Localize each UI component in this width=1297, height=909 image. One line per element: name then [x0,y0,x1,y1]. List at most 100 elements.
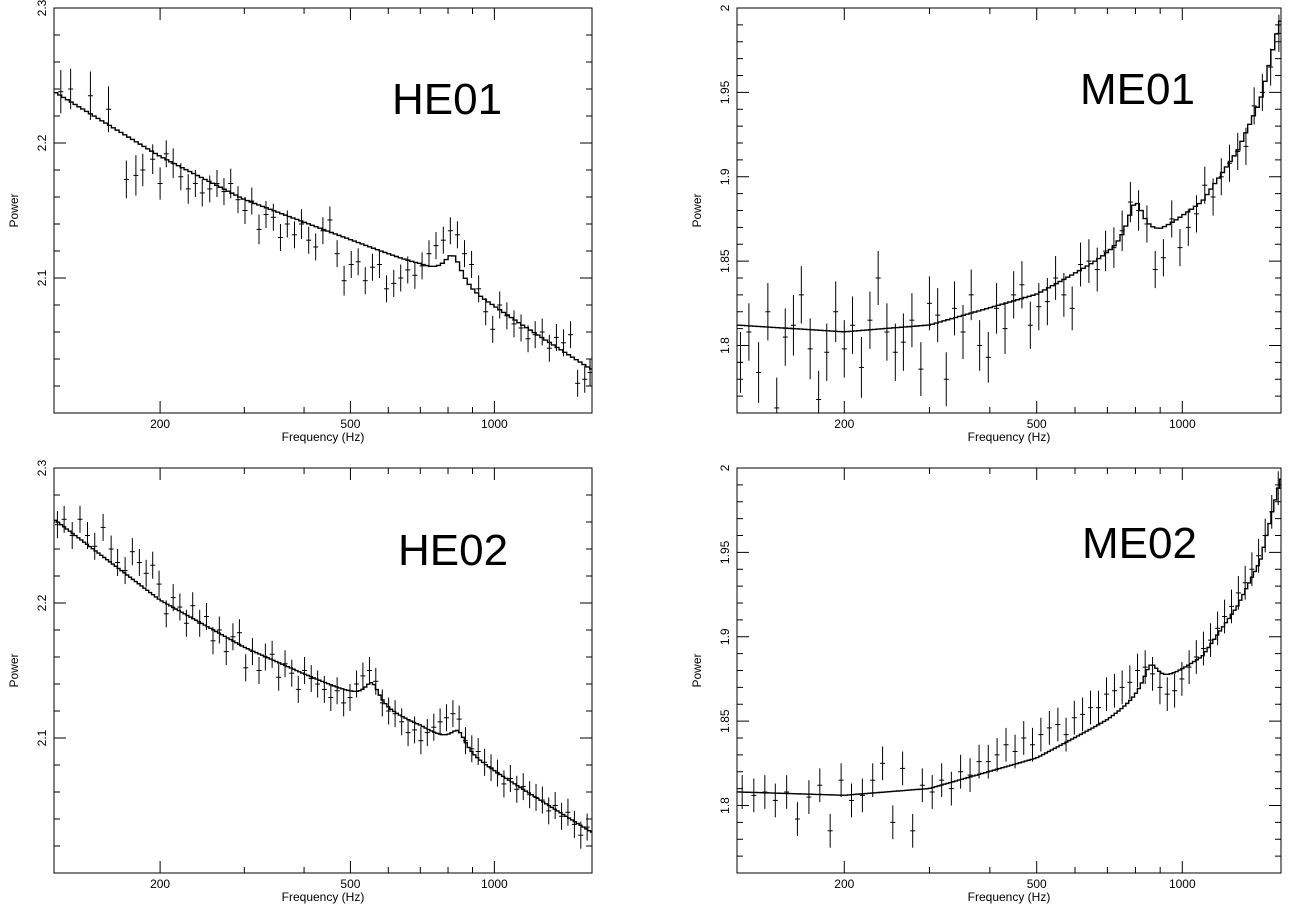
data-point [546,797,552,825]
data-point [1080,697,1086,732]
data-point [334,240,340,268]
data-point [282,650,288,678]
data-point [1055,707,1061,742]
y-tick-label: 2.1 [35,729,49,746]
panel-he02: 200 500 1000 2.1 2.2 2.3 Frequency (Hz) Power HE… [7,459,593,904]
data-point [943,352,949,407]
data-point [1251,87,1257,125]
x-tick-label: 200 [834,417,854,431]
data-point [858,337,864,398]
x-axis-label: Frequency (Hz) [968,430,1051,444]
data-point [575,369,581,397]
data-point [737,332,743,393]
data-point [418,727,424,755]
data-point [967,758,973,792]
data-point [565,798,571,826]
data-point [61,505,67,533]
data-point [157,167,163,200]
data-point [440,226,446,254]
data-point [994,738,1000,772]
data-point [890,805,896,840]
data-point [355,248,361,276]
data-point [399,708,405,736]
data-point [1235,132,1241,170]
data-point [951,281,957,336]
y-tick-label: 1.9 [718,628,732,645]
data-point [870,763,876,798]
data-point [419,252,425,280]
data-point [249,187,255,215]
data-point [469,735,475,763]
data-point [582,365,588,393]
data-point [431,713,437,741]
data-point [92,532,98,560]
y-tick-label: 2.2 [35,594,49,611]
data-point [373,667,379,695]
data-point [838,763,844,798]
data-point [1053,256,1059,300]
x-tick-label: 1000 [1169,877,1196,891]
data-point [553,323,559,351]
data-point [900,751,906,786]
data-point [765,283,771,341]
data-point [1027,301,1033,349]
data-point [501,770,507,798]
data-point [424,719,430,747]
data-point [341,265,347,296]
data-point [919,768,925,803]
data-point [1194,195,1200,233]
x-axis-label: Frequency (Hz) [282,430,365,444]
data-point [100,513,106,541]
data-point [841,320,847,378]
data-point [827,813,833,848]
data-point [214,170,220,197]
data-point [1071,700,1077,735]
plot-area [54,505,592,849]
data-point [391,269,397,297]
data-point [454,221,460,249]
x-tick-label: 200 [834,877,854,891]
data-point [249,638,255,666]
panel-he01: 200 500 1000 2.1 2.2 2.3 Frequency (Hz) Power HE… [7,0,593,444]
y-tick-label: 2.3 [35,459,49,476]
data-point [806,780,812,814]
data-point [1019,261,1025,309]
y-tick-label: 2.2 [35,134,49,151]
data-point [183,609,189,637]
data-point [426,240,432,268]
data-point [447,217,453,245]
data-point [308,665,314,693]
data-point [190,592,196,620]
data-point [1135,653,1141,688]
data-point [539,318,545,346]
data-point [256,657,262,684]
data-point [123,160,129,199]
data-point [1172,673,1178,708]
data-point [1111,227,1117,268]
data-point [958,754,964,789]
data-point [1127,181,1133,223]
panel-label: HE02 [398,526,508,575]
data-point [58,70,64,114]
data-point [1210,178,1216,216]
data-point [328,684,334,711]
data-point [910,813,916,848]
data-point [909,293,915,348]
panel-label: ME02 [1082,519,1197,568]
x-tick-label: 1000 [1169,417,1196,431]
y-tick-label: 1.95 [718,80,732,104]
data-point [798,266,804,324]
data-point [178,163,184,191]
data-point [948,771,954,806]
plot-frame [53,7,593,414]
data-point [1243,127,1249,165]
x-tick-label: 500 [1027,877,1047,891]
data-point [321,675,327,703]
x-tick-label: 500 [1027,417,1047,431]
data-point [985,744,991,779]
data-point [1012,734,1018,769]
data-point [433,232,439,260]
data-point [1226,144,1232,182]
data-point [163,600,169,628]
